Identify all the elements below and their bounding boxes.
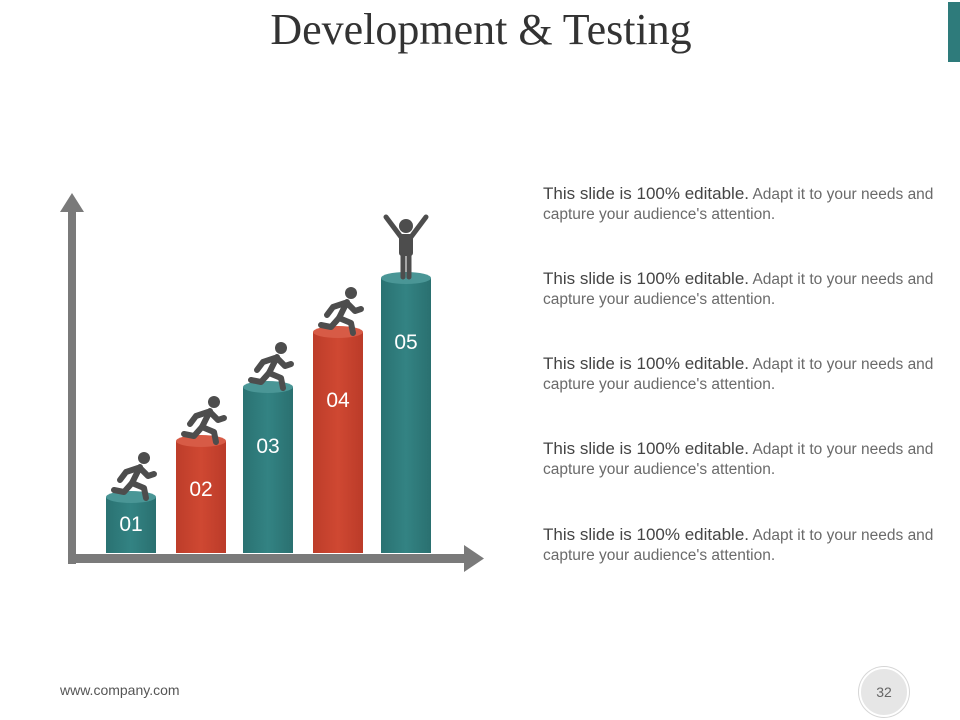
x-axis-arrow	[464, 545, 484, 572]
runner-icon	[318, 287, 364, 336]
x-axis-line	[68, 554, 470, 563]
description-body: Adapt it to your needs and capture your …	[543, 527, 934, 564]
bar-label: 05	[394, 331, 417, 354]
y-axis-line	[68, 206, 76, 564]
runner-icon	[248, 342, 294, 391]
description-lead: This slide is 100% editable.	[543, 269, 750, 288]
step-bar-03: 03	[243, 381, 293, 553]
runner-icon	[111, 452, 157, 501]
description-body: Adapt it to your needs and capture your …	[543, 356, 934, 393]
bar-cap	[381, 272, 431, 284]
description-item-5: This slide is 100% editable. Adapt it to…	[543, 525, 943, 566]
description-lead: This slide is 100% editable.	[543, 439, 750, 458]
figures-group	[111, 214, 429, 501]
bar-label: 04	[326, 389, 350, 412]
bar-label: 01	[119, 513, 142, 536]
step-bar-01: 01	[106, 491, 156, 553]
description-lead: This slide is 100% editable.	[543, 525, 750, 544]
description-item-3: This slide is 100% editable. Adapt it to…	[543, 354, 943, 395]
bar-body	[243, 387, 293, 553]
bar-body	[176, 441, 226, 553]
bar-body	[106, 497, 156, 553]
description-item-1: This slide is 100% editable. Adapt it to…	[543, 184, 943, 225]
description-lead: This slide is 100% editable.	[543, 184, 750, 203]
description-body: Adapt it to your needs and capture your …	[543, 186, 934, 223]
bar-label: 02	[189, 478, 212, 501]
winner-icon	[383, 214, 429, 280]
slide-title: Development & Testing	[270, 5, 692, 54]
step-bar-04: 04	[313, 326, 363, 553]
footer-url[interactable]: www.company.com	[60, 682, 180, 698]
bar-label: 03	[256, 435, 279, 458]
axes	[60, 193, 484, 572]
bar-body	[313, 332, 363, 553]
description-body: Adapt it to your needs and capture your …	[543, 271, 934, 308]
accent-bar	[948, 2, 960, 62]
description-body: Adapt it to your needs and capture your …	[543, 441, 934, 478]
description-item-4: This slide is 100% editable. Adapt it to…	[543, 439, 943, 480]
description-item-2: This slide is 100% editable. Adapt it to…	[543, 269, 943, 310]
page-number-badge: 32	[859, 667, 909, 717]
description-lead: This slide is 100% editable.	[543, 354, 750, 373]
step-bar-05: 05	[381, 272, 431, 553]
step-bar-02: 02	[176, 435, 226, 553]
bars-group: 01 02 03 04 05	[106, 272, 431, 553]
y-axis-arrow	[60, 193, 84, 212]
runner-icon	[181, 396, 227, 445]
bar-body	[381, 278, 431, 553]
